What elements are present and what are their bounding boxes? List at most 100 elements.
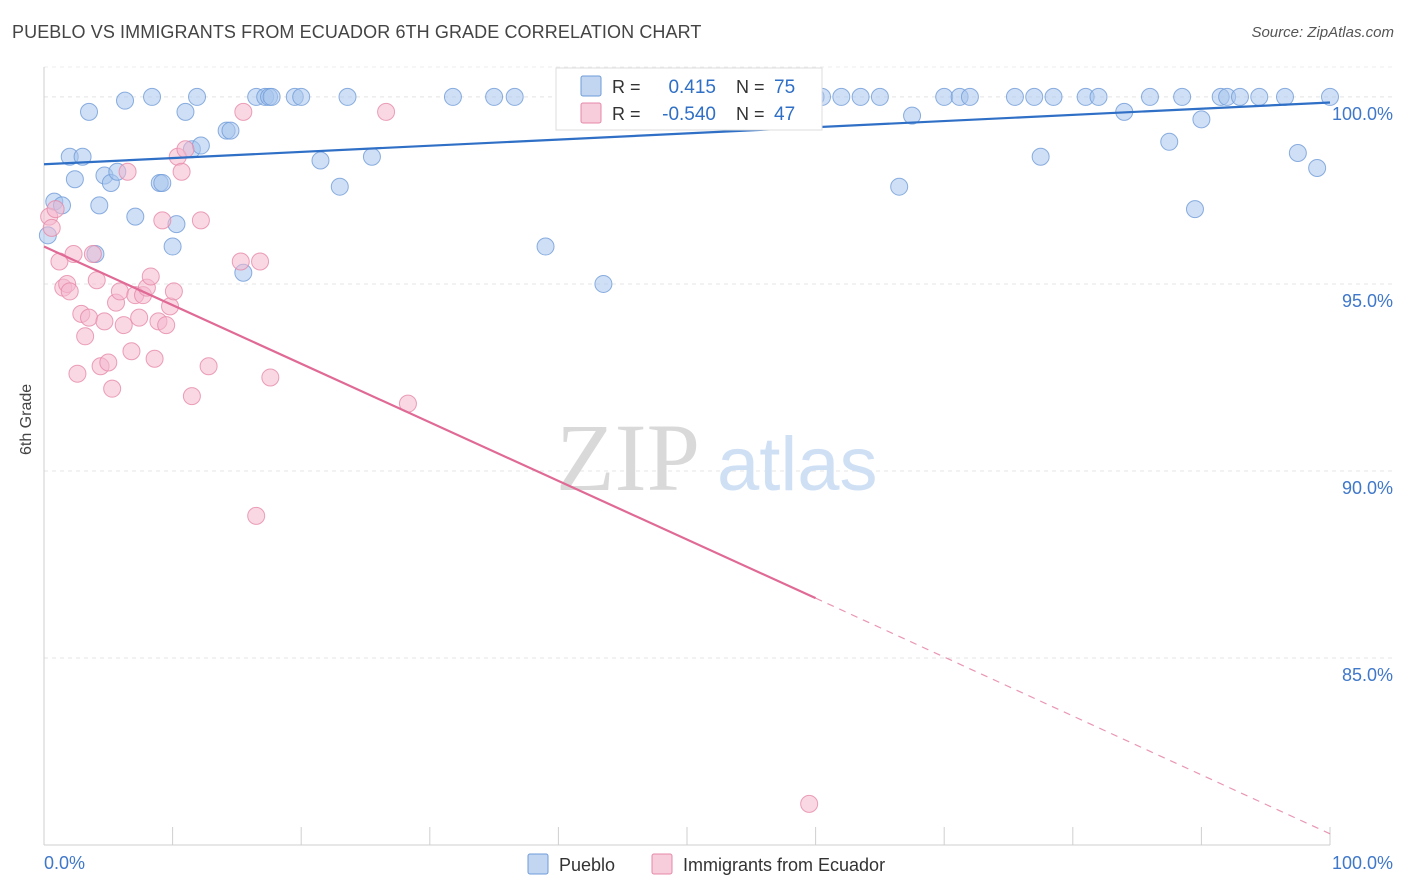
data-point (172, 162, 191, 181)
data-point (1250, 87, 1269, 106)
data-point (1230, 87, 1249, 106)
trend-line (43, 101, 1331, 166)
data-point (231, 252, 250, 271)
legend-r-value: 0.415 (668, 77, 716, 98)
data-point (851, 87, 870, 106)
data-point (118, 162, 137, 181)
data-point (90, 196, 109, 215)
data-point (110, 282, 129, 301)
data-point (1173, 87, 1192, 106)
data-point (153, 173, 172, 192)
data-point (95, 312, 114, 331)
data-point (1275, 87, 1294, 106)
data-point (114, 316, 133, 335)
data-point (145, 349, 164, 368)
data-point (377, 102, 396, 121)
data-point (143, 87, 162, 106)
data-point (292, 87, 311, 106)
data-point (164, 282, 183, 301)
chart-title: PUEBLO VS IMMIGRANTS FROM ECUADOR 6TH GR… (12, 22, 702, 42)
data-point (126, 207, 145, 226)
data-point (221, 121, 240, 140)
data-point (130, 308, 149, 327)
y-tick-label: 95.0% (1342, 291, 1393, 311)
data-point (261, 368, 280, 387)
data-point (1089, 87, 1108, 106)
data-point (338, 87, 357, 106)
data-point (176, 140, 195, 159)
data-point (262, 87, 281, 106)
data-point (311, 151, 330, 170)
data-point (1005, 87, 1024, 106)
data-point (68, 364, 87, 383)
data-point (157, 316, 176, 335)
data-point (60, 282, 79, 301)
data-point (80, 308, 99, 327)
data-point (191, 136, 210, 155)
data-point (83, 245, 102, 264)
legend-series-name: Pueblo (559, 855, 615, 875)
legend-n-label: N = (736, 104, 765, 124)
legend-r-label: R = (612, 104, 641, 124)
data-point (42, 218, 61, 237)
data-point (103, 379, 122, 398)
data-point (1025, 87, 1044, 106)
data-point (247, 506, 266, 525)
legend-swatch (580, 75, 602, 97)
trend-line-extension (815, 597, 1331, 835)
data-point (505, 87, 524, 106)
data-point (536, 237, 555, 256)
data-point (1140, 87, 1159, 106)
data-point (141, 267, 160, 286)
data-point (870, 87, 889, 106)
data-point (80, 102, 99, 121)
legend-bottom-swatch (651, 853, 673, 875)
data-point (903, 106, 922, 125)
x-tick-label: 100.0% (1332, 853, 1393, 873)
legend-n-value: 47 (774, 104, 795, 125)
data-point (1185, 200, 1204, 219)
data-point (188, 87, 207, 106)
data-point (163, 237, 182, 256)
data-point (182, 387, 201, 406)
axes (43, 67, 1331, 846)
legend-bottom-swatch (527, 853, 549, 875)
tick-labels: 100.0% 95.0% 90.0% 85.0% 0.0% 100.0% (44, 104, 1393, 873)
legend-bottom: Pueblo Immigrants from Ecuador (527, 853, 885, 875)
data-point (890, 177, 909, 196)
legend-r-value: -0.540 (662, 104, 716, 125)
gridlines (44, 66, 1393, 659)
legend-stats: R = 0.415 N = 75 R = -0.540 N = 47 (555, 67, 823, 131)
y-tick-label: 90.0% (1342, 478, 1393, 498)
data-point (960, 87, 979, 106)
data-point (199, 357, 218, 376)
data-point (122, 342, 141, 361)
data-point (362, 147, 381, 166)
y-tick-label: 100.0% (1332, 104, 1393, 124)
y-tick-label: 85.0% (1342, 665, 1393, 685)
data-point (65, 170, 84, 189)
data-point (153, 211, 172, 230)
x-tick-label: 0.0% (44, 853, 85, 873)
trend-line (43, 245, 817, 600)
data-point (935, 87, 954, 106)
watermark-zip: ZIP (556, 404, 700, 511)
data-point (1308, 158, 1327, 177)
data-point (234, 102, 253, 121)
legend-n-value: 75 (774, 77, 795, 98)
data-point (1321, 87, 1339, 106)
data-point (1192, 110, 1211, 129)
data-point (73, 147, 92, 166)
data-point (76, 327, 95, 346)
data-point (443, 87, 462, 106)
data-point (594, 274, 613, 293)
data-point (1160, 132, 1179, 151)
data-point (251, 252, 270, 271)
data-point (46, 200, 65, 219)
data-point (832, 87, 851, 106)
data-point (176, 102, 195, 121)
data-point (800, 794, 819, 813)
data-point (330, 177, 349, 196)
data-point (485, 87, 504, 106)
